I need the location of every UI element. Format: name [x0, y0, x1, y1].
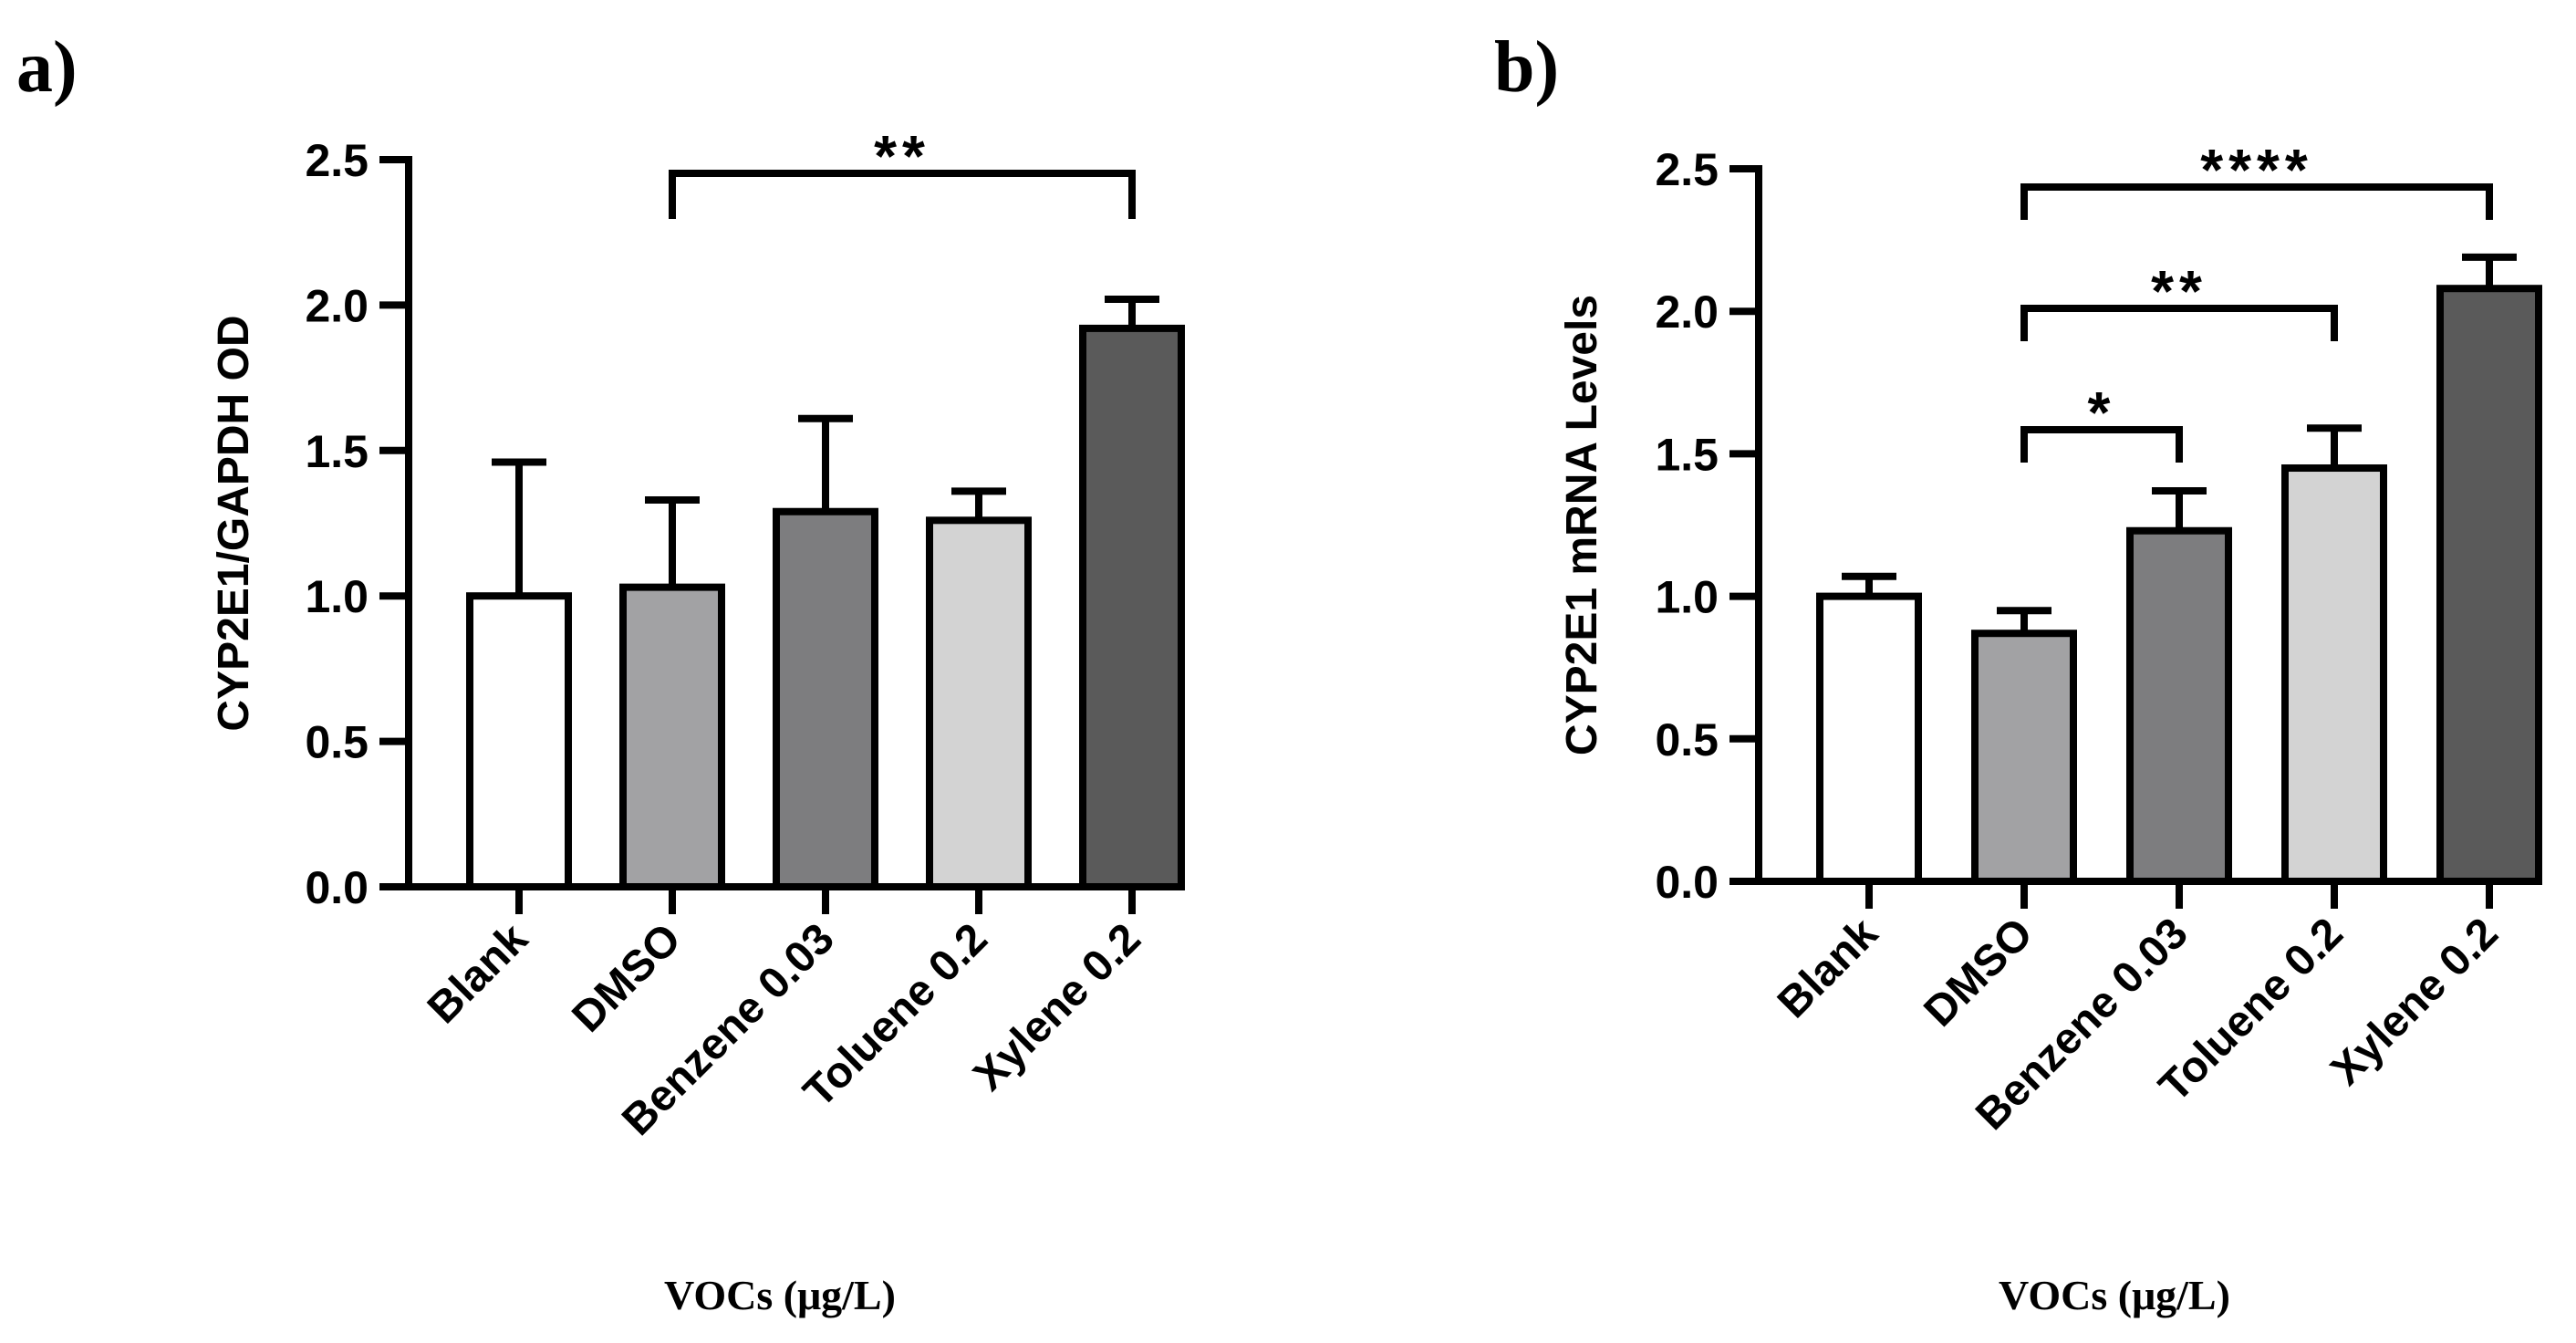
panel-label: a): [16, 27, 78, 108]
panel-a: a) 0.0 0.5 1.0 1.5 2.0 2.5 CYP2E1/GAPDH OD Blank…: [16, 27, 1185, 1318]
bar-xylene-0-2: [1079, 324, 1185, 890]
y-tick-label: 2.5: [1655, 144, 1719, 195]
y-tick-label: 2.0: [305, 280, 369, 331]
y-axis-title: CYP2E1 mRNA Levels: [1558, 295, 1606, 755]
bar-blank: [466, 592, 572, 890]
y-tick-label: 0.5: [305, 717, 369, 768]
y-tick-label: 0.0: [1655, 857, 1719, 908]
x-tick-label-dmso: DMSO: [1915, 909, 2041, 1036]
significance-label: **: [2151, 258, 2207, 324]
bar-dmso: [619, 583, 725, 890]
significance-bracket: [669, 170, 1136, 219]
y-tick-label: 1.5: [305, 426, 369, 477]
y-tick-label: 0.0: [305, 862, 369, 913]
significance-label: *: [2088, 380, 2116, 445]
x-tick-label-xylene-0-2: Xylene 0.2: [964, 914, 1150, 1100]
y-tick-label: 1.5: [1655, 429, 1719, 480]
x-axis-title: VOCs (μg/L): [1999, 1272, 2230, 1318]
bar-benzene-0-03: [773, 507, 878, 890]
x-tick-label-dmso: DMSO: [563, 914, 690, 1041]
y-tick-label: 2.0: [1655, 286, 1719, 338]
bar-dmso: [1971, 630, 2077, 885]
y-axis-title: CYP2E1/GAPDH OD: [210, 315, 258, 731]
y-tick-label: 1.0: [1655, 572, 1719, 623]
significance-bracket: [2020, 426, 2183, 463]
y-tick-label: 2.5: [305, 135, 369, 186]
x-tick-label-blank: Blank: [1769, 909, 1887, 1027]
significance-label: ****: [2200, 137, 2313, 203]
bar-toluene-0-2: [2281, 464, 2387, 886]
significance-bracket: [2020, 305, 2338, 341]
bar-toluene-0-2: [926, 516, 1032, 890]
x-tick-label-blank: Blank: [419, 914, 537, 1033]
bar-xylene-0-2: [2436, 285, 2542, 885]
bar-benzene-0-03: [2126, 526, 2232, 885]
panel-label: b): [1494, 27, 1559, 108]
x-tick-label-xylene-0-2: Xylene 0.2: [2322, 909, 2508, 1095]
significance-label: **: [874, 123, 930, 189]
y-tick-label: 0.5: [1655, 714, 1719, 765]
significance-bracket: [2020, 183, 2493, 220]
y-tick-label: 1.0: [305, 571, 369, 622]
bar-blank: [1816, 592, 1922, 885]
panel-b: b) 0.0 0.5 1.0 1.5 2.0 2.5 CYP2E1 mRNA Levels Bl…: [1494, 27, 2542, 1318]
x-axis-title: VOCs (μg/L): [664, 1272, 896, 1318]
